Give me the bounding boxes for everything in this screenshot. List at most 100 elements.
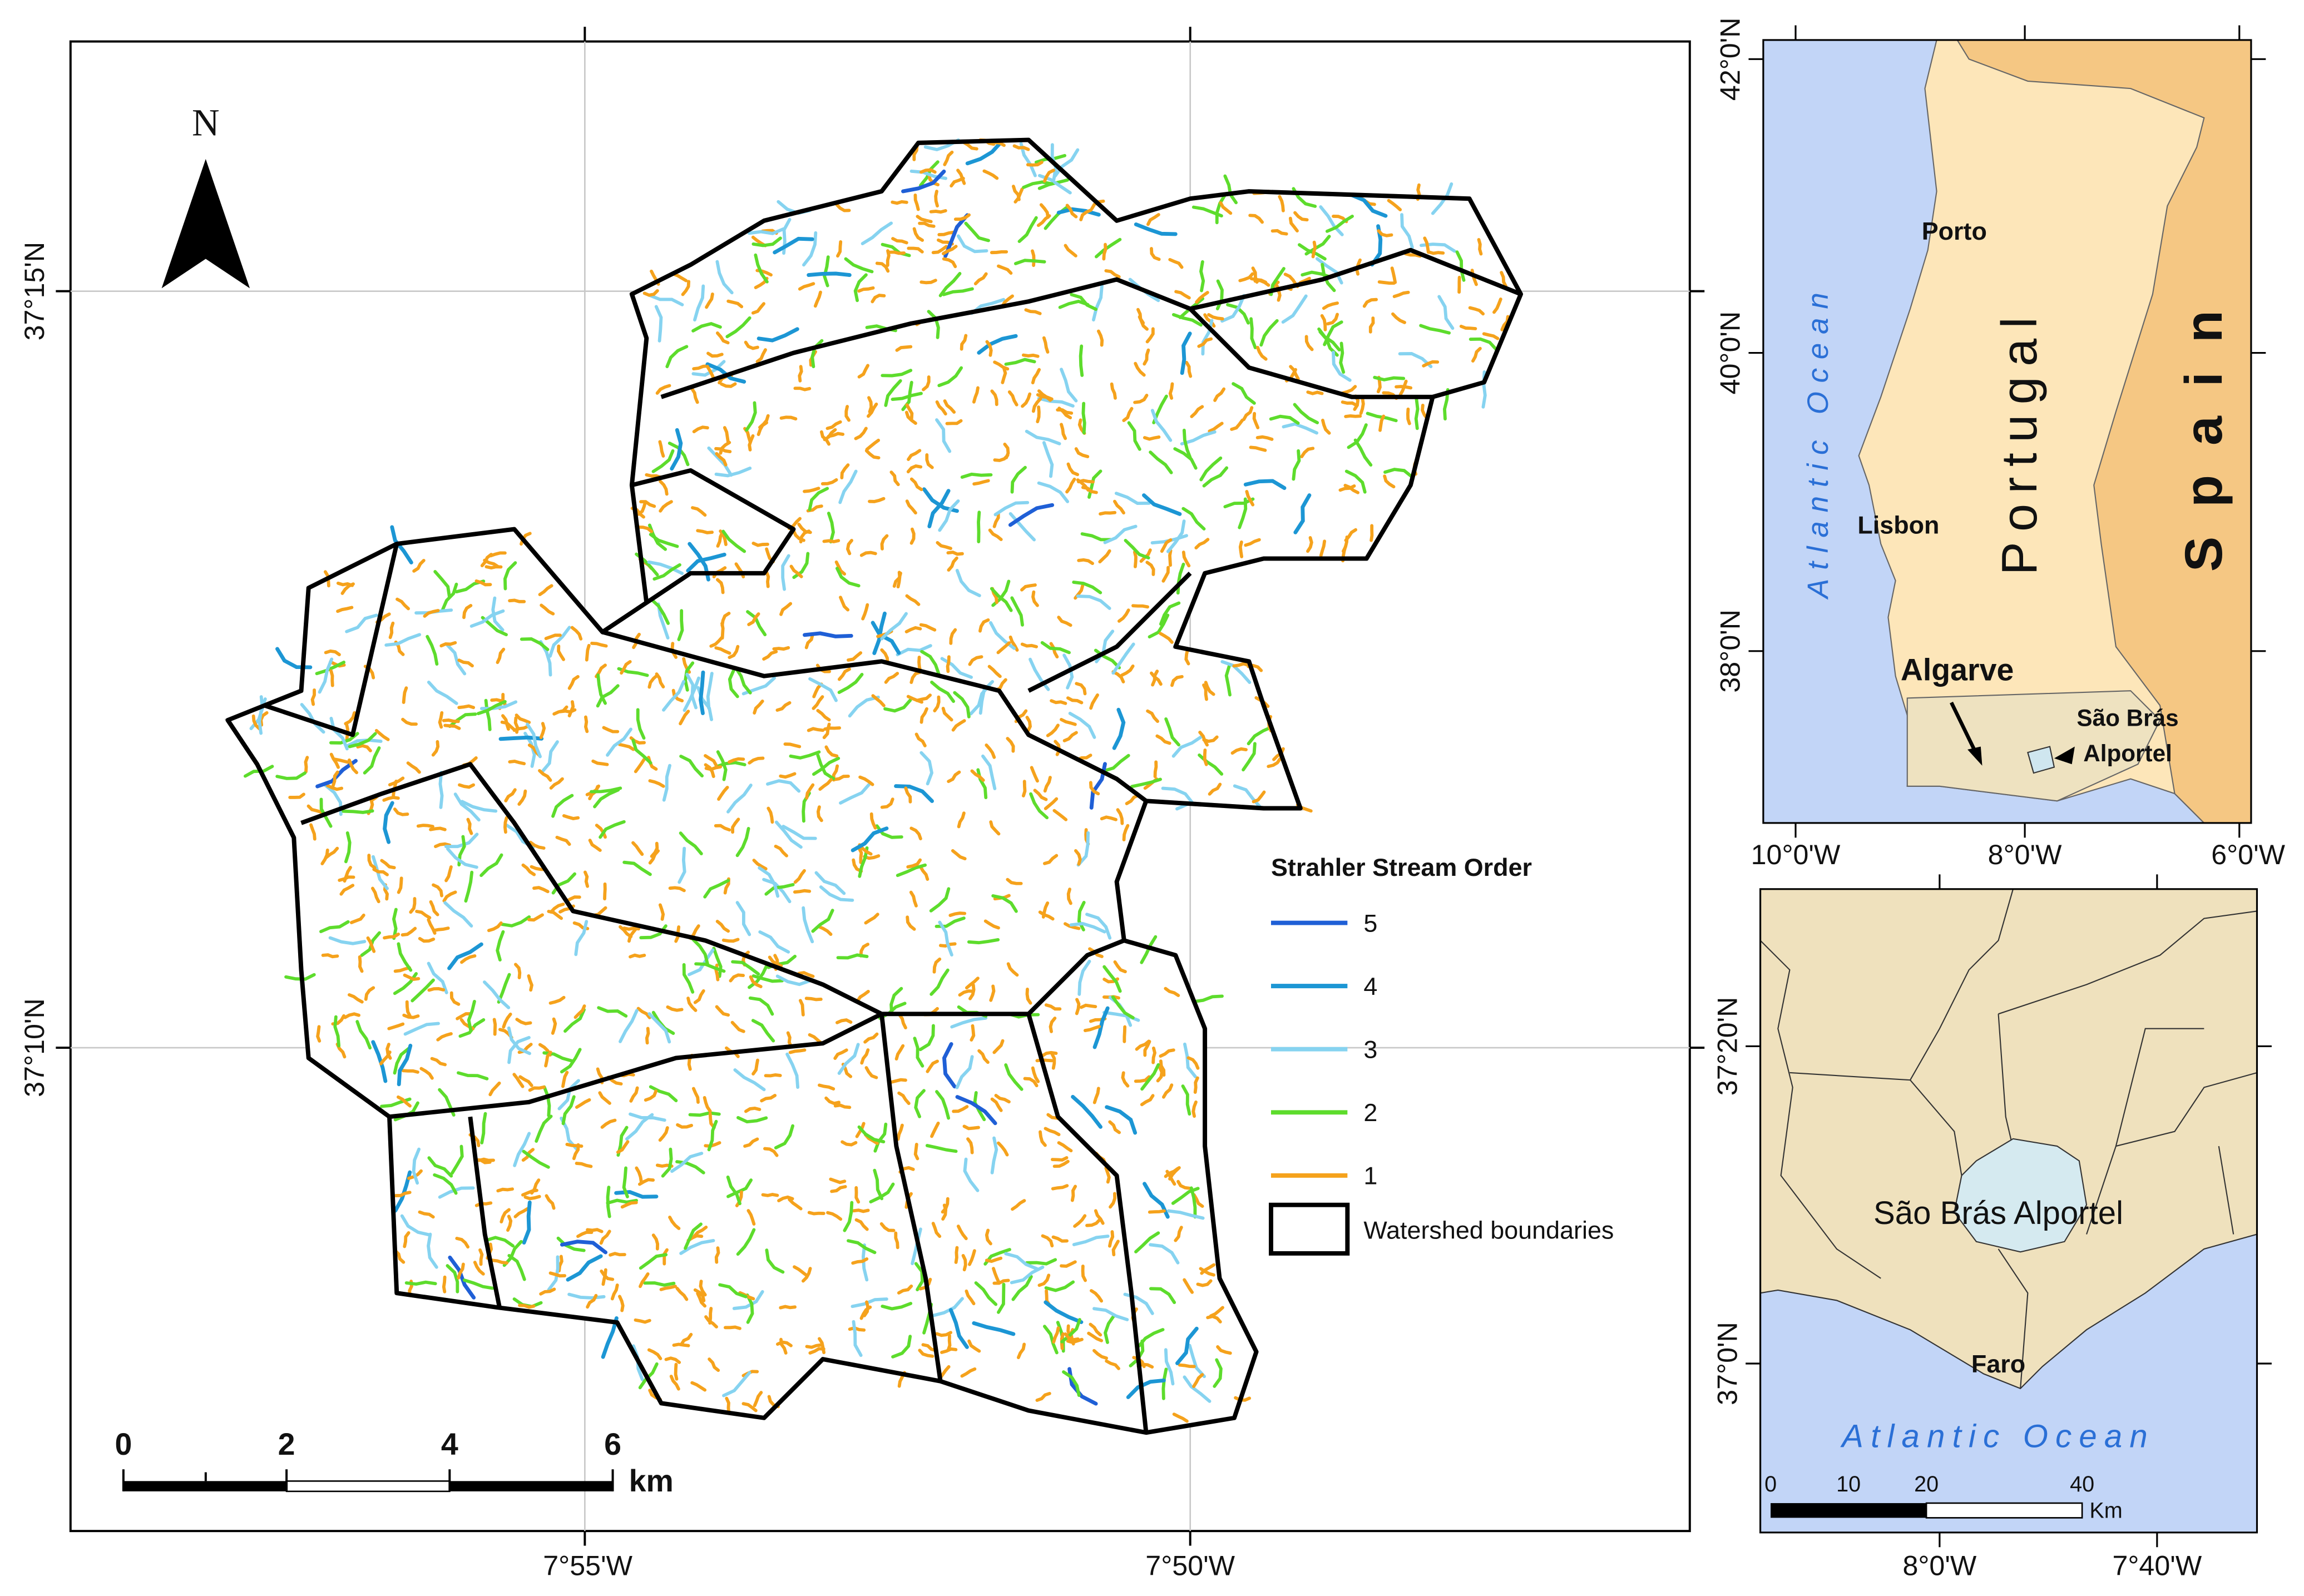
stream: [476, 700, 507, 716]
stream: [655, 672, 665, 688]
stream: [1143, 435, 1161, 441]
stream: [913, 1142, 919, 1161]
stream: [1344, 528, 1358, 542]
stream: [393, 807, 409, 816]
stream: [1035, 1391, 1051, 1402]
stream: [807, 1211, 825, 1216]
stream: [1053, 148, 1080, 178]
stream: [439, 641, 457, 648]
stream: [837, 1043, 860, 1075]
stream: [817, 925, 833, 936]
stream: [1043, 776, 1052, 793]
stream: [555, 835, 571, 846]
stream: [1191, 1100, 1198, 1118]
stream: [1103, 524, 1138, 544]
scale-label: 2: [278, 1427, 295, 1461]
stream: [1301, 270, 1333, 279]
stream: [1044, 1300, 1084, 1324]
stream: [906, 464, 923, 474]
stream: [1181, 1084, 1191, 1116]
stream: [259, 711, 269, 727]
stream: [826, 1211, 843, 1221]
stream: [1029, 792, 1049, 820]
stream: [318, 657, 334, 694]
stream: [548, 626, 571, 658]
stream: [600, 1269, 615, 1281]
stream: [748, 963, 769, 989]
stream: [466, 817, 473, 835]
stream: [1173, 447, 1198, 470]
stream: [319, 920, 350, 934]
scale-label: 20: [1914, 1472, 1939, 1496]
stream: [1133, 550, 1138, 568]
stream: [586, 1293, 598, 1309]
stream: [955, 1055, 974, 1089]
stream: [1075, 998, 1081, 1015]
stream: [852, 858, 863, 873]
stream: [719, 440, 731, 455]
stream: [807, 271, 852, 277]
stream: [434, 842, 452, 849]
stream: [884, 379, 902, 407]
stream: [1281, 294, 1308, 324]
stream: [1006, 737, 1015, 753]
stream: [1320, 314, 1327, 331]
stream: [735, 901, 751, 936]
stream: [444, 865, 453, 883]
stream: [458, 783, 476, 789]
stream: [520, 532, 532, 546]
stream: [943, 150, 954, 166]
stream: [446, 1264, 459, 1293]
stream: [333, 1015, 341, 1048]
stream: [906, 858, 922, 869]
stream: [457, 704, 476, 710]
stream: [1226, 303, 1250, 325]
stream: [857, 846, 863, 864]
stream: [823, 726, 842, 731]
stream: [1057, 407, 1072, 420]
stream: [936, 541, 953, 551]
stream: [394, 1191, 412, 1197]
stream: [448, 1255, 476, 1300]
stream: [1031, 397, 1042, 413]
stream: [522, 1149, 550, 1169]
y-coord-label: 42°0'N: [1715, 17, 1746, 101]
stream: [994, 1094, 1011, 1104]
stream: [1164, 717, 1180, 747]
y-coord-label: 40°0'N: [1715, 311, 1746, 395]
stream: [1390, 266, 1397, 284]
stream: [1020, 583, 1037, 592]
stream: [748, 996, 774, 1016]
stream: [358, 955, 364, 973]
stream: [1304, 335, 1314, 351]
stream: [500, 1208, 511, 1224]
stream: [438, 711, 444, 729]
stream: [622, 860, 652, 876]
watershed-boundaries: [225, 137, 1523, 1435]
stream: [618, 742, 635, 751]
stream: [1042, 1325, 1059, 1355]
stream: [802, 906, 814, 944]
stream: [1092, 1006, 1110, 1049]
stream: [1243, 479, 1287, 490]
stream: [664, 1356, 681, 1364]
stream: [715, 1005, 730, 1017]
stream: [1004, 1252, 1039, 1271]
stream: [1255, 435, 1274, 441]
stream: [306, 804, 323, 814]
stream: [704, 754, 718, 767]
stream: [785, 1052, 800, 1089]
stream: [1111, 670, 1125, 683]
stream: [726, 1175, 741, 1206]
stream: [1025, 1258, 1057, 1266]
stream: [1012, 144, 1030, 151]
stream: [658, 440, 665, 458]
stream: [316, 1025, 322, 1043]
stream: [1133, 394, 1149, 404]
stream: [616, 1140, 630, 1154]
stream: [1269, 414, 1300, 425]
stream: [1044, 797, 1059, 810]
stream: [622, 1166, 629, 1198]
stream: [1150, 247, 1161, 261]
